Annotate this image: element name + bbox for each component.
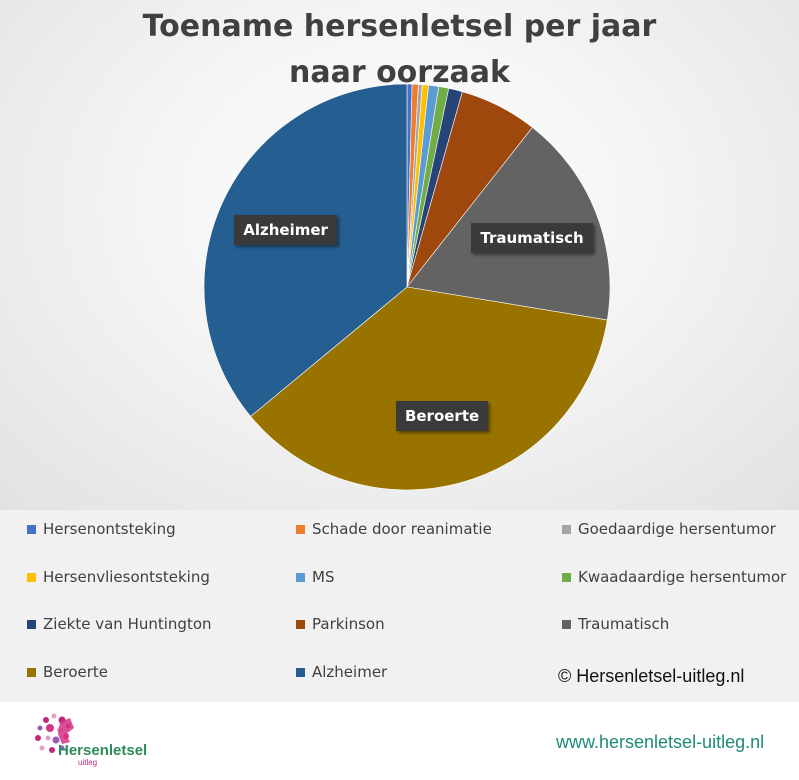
legend-swatch xyxy=(562,619,571,629)
legend-label: Schade door reanimatie xyxy=(312,520,492,538)
legend-label: MS xyxy=(312,568,335,586)
legend-label: Traumatisch xyxy=(578,615,670,633)
legend-label: Goedaardige hersentumor xyxy=(578,520,776,538)
footer: Hersenletsel uitleg www.hersenletsel-uit… xyxy=(0,702,799,780)
legend-swatch xyxy=(562,572,571,582)
brain-logo-icon xyxy=(35,713,74,753)
legend-swatch xyxy=(27,667,36,677)
legend-label: Hersenontsteking xyxy=(43,520,176,538)
legend-label: Kwaadaardige hersentumor xyxy=(578,568,787,586)
legend-swatch xyxy=(296,572,305,582)
chart-legend: Hersenontsteking Schade door reanimatie Go… xyxy=(0,510,799,702)
legend-swatch xyxy=(296,667,305,677)
logo-text: Hersenletsel xyxy=(58,742,148,759)
legend-swatch xyxy=(27,619,36,629)
copyright-notice: © Hersenletsel-uitleg.nl xyxy=(558,666,745,686)
legend-label: Parkinson xyxy=(312,615,385,633)
legend-item-goedaardige-hersentumor: Goedaardige hersentumor xyxy=(562,520,776,538)
pie-slice-beroerte xyxy=(250,286,608,491)
legend-item-hersenvliesontsteking: Hersenvliesontsteking xyxy=(27,568,210,586)
logo-subtext: uitleg xyxy=(78,758,98,767)
chart-title: Toename hersenletsel per jaar naar oorza… xyxy=(142,9,657,90)
legend-item-hersenontsteking: Hersenontsteking xyxy=(27,520,176,538)
legend-swatch xyxy=(27,524,36,534)
legend-label: Alzheimer xyxy=(312,663,388,681)
legend-item-beroerte: Beroerte xyxy=(27,663,108,681)
legend-swatch xyxy=(562,524,571,534)
data-label-traumatisch: Traumatisch xyxy=(471,223,593,254)
legend-item-ms: MS xyxy=(296,568,334,586)
legend-item-traumatisch: Traumatisch xyxy=(562,615,669,633)
legend-item-ziekte-van-huntington: Ziekte van Huntington xyxy=(27,615,212,633)
legend-label: Hersenvliesontsteking xyxy=(43,568,210,586)
data-label-alzheimer: Alzheimer xyxy=(234,214,337,245)
legend-swatch xyxy=(27,572,36,582)
data-label-beroerte: Beroerte xyxy=(395,401,489,432)
legend-swatch xyxy=(296,619,305,629)
legend-label: Ziekte van Huntington xyxy=(43,615,212,633)
legend-item-parkinson: Parkinson xyxy=(296,615,385,633)
legend-item-alzheimer: Alzheimer xyxy=(296,663,387,681)
chart-area: Toename hersenletsel per jaar naar oorza… xyxy=(0,0,799,510)
legend-swatch xyxy=(296,524,305,534)
website-url[interactable]: www.hersenletsel-uitleg.nl xyxy=(556,732,765,752)
pie-slice-alzheimer xyxy=(203,83,408,417)
legend-item-kwaadaardige-hersentumor: Kwaadaardige hersentumor xyxy=(562,568,786,586)
legend-label: Beroerte xyxy=(43,663,109,681)
legend-item-schade-door-reanimatie: Schade door reanimatie xyxy=(296,520,492,538)
